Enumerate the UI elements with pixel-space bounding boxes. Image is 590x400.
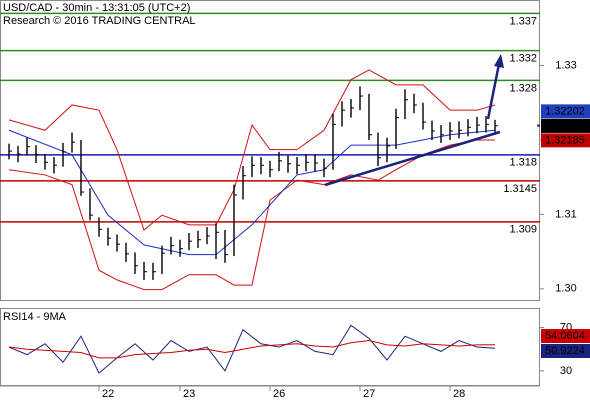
chart-subtitle: Research © 2016 TRADING CENTRAL bbox=[3, 15, 196, 27]
level-label: 1.3145 bbox=[503, 183, 537, 195]
y-tick-label: 1.31 bbox=[555, 208, 576, 220]
line-series bbox=[8, 340, 496, 359]
price-label-box bbox=[541, 133, 590, 148]
price-label: 1.32202 bbox=[545, 105, 585, 117]
y-tick-label: 1.33 bbox=[555, 59, 576, 71]
line-series bbox=[8, 324, 496, 374]
level-label: 1.332 bbox=[509, 53, 537, 65]
chart-title: USD/CAD - 30min - 13:31:05 (UTC+2) bbox=[3, 2, 190, 14]
level-label: 1.318 bbox=[509, 157, 537, 169]
x-tick-label: 28 bbox=[453, 388, 465, 400]
y-tick-label: 1.30 bbox=[555, 283, 576, 295]
x-tick-label: 22 bbox=[102, 388, 114, 400]
price-label-box bbox=[541, 104, 590, 119]
y-tick-label: 30 bbox=[560, 365, 572, 377]
value-box bbox=[541, 329, 590, 343]
value-label: 54.0604 bbox=[545, 330, 585, 342]
level-label: 1.337 bbox=[509, 15, 537, 27]
level-label: 1.328 bbox=[509, 82, 537, 94]
value-box bbox=[541, 344, 590, 358]
price-label-box bbox=[541, 118, 590, 133]
price-label: 1.32189 bbox=[545, 120, 585, 132]
line-series bbox=[8, 139, 495, 291]
level-label: 1.309 bbox=[509, 224, 537, 236]
forecast-arrow bbox=[486, 63, 501, 120]
x-tick-label: 23 bbox=[183, 388, 195, 400]
main-frame bbox=[0, 0, 540, 301]
line-series bbox=[8, 69, 496, 231]
x-tick-label: 26 bbox=[273, 388, 285, 400]
trend-line bbox=[324, 130, 501, 187]
value-label: 50.9224 bbox=[545, 345, 585, 357]
rsi-title: RSI14 - 9MA bbox=[3, 311, 67, 323]
arrow-head bbox=[494, 54, 504, 68]
x-tick-label: 27 bbox=[363, 388, 375, 400]
price-label: 1.32185 bbox=[545, 134, 585, 146]
